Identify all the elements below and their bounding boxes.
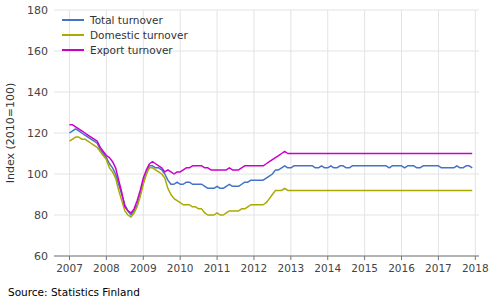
- x-tick-label: 2009: [130, 262, 157, 274]
- grid: [54, 10, 479, 256]
- x-grid-line: [475, 10, 476, 256]
- y-grid-line: [54, 133, 479, 134]
- chart: 60 80 100 120 140 160 180 2007 2008 2009 2010 2011 2…: [0, 0, 493, 304]
- legend-label: Total turnover: [89, 14, 164, 26]
- x-grid-line: [290, 10, 291, 256]
- x-tick: [401, 256, 402, 260]
- x-tick: [475, 256, 476, 260]
- series-line: [69, 129, 472, 215]
- x-tick: [253, 256, 254, 260]
- y-tick-label: 80: [34, 209, 48, 222]
- x-grid-line: [253, 10, 254, 256]
- x-grid-line: [180, 10, 181, 256]
- y-tick-label: 140: [27, 86, 48, 99]
- x-grid-line: [438, 10, 439, 256]
- series-line: [69, 137, 472, 217]
- y-grid-line: [54, 215, 479, 216]
- x-tick-label: 2008: [93, 262, 120, 274]
- x-tick: [106, 256, 107, 260]
- y-tick-label: 160: [27, 45, 48, 58]
- x-tick-label: 2011: [204, 262, 231, 274]
- legend-label: Export turnover: [90, 44, 173, 56]
- x-tick-label: 2012: [241, 262, 268, 274]
- y-grid-line: [54, 256, 479, 257]
- y-grid-line: [54, 10, 479, 11]
- x-tick: [438, 256, 439, 260]
- x-tick: [364, 256, 365, 260]
- x-tick: [327, 256, 328, 260]
- x-tick-label: 2015: [351, 262, 378, 274]
- x-tick: [143, 256, 144, 260]
- y-tick-label: 60: [34, 250, 48, 263]
- x-tick-label: 2017: [425, 262, 452, 274]
- x-tick-label: 2018: [462, 262, 489, 274]
- x-tick: [180, 256, 181, 260]
- x-tick: [217, 256, 218, 260]
- chart-container: 60 80 100 120 140 160 180 2007 2008 2009 2010 2011 2…: [0, 0, 493, 304]
- x-tick: [290, 256, 291, 260]
- x-tick-label: 2010: [167, 262, 194, 274]
- lines: [69, 125, 472, 217]
- legend-swatch: [62, 34, 84, 36]
- source-annotation: Source: Statistics Finland: [8, 286, 140, 298]
- x-grid-line: [327, 10, 328, 256]
- x-tick-label: 2016: [388, 262, 415, 274]
- x-tick-label: 2013: [277, 262, 304, 274]
- x-grid-line: [364, 10, 365, 256]
- legend-swatch: [62, 19, 84, 21]
- x-axis-line: [54, 256, 479, 257]
- legend-swatch: [62, 49, 84, 51]
- legend: Total turnover Domestic turnover Export tu…: [62, 14, 188, 56]
- series-line: [69, 125, 472, 213]
- x-tick-label: 2014: [314, 262, 341, 274]
- y-tick-label: 180: [27, 4, 48, 17]
- x-tick-label: 2007: [56, 262, 83, 274]
- x-grid-line: [401, 10, 402, 256]
- x-grid-line: [217, 10, 218, 256]
- x-tick: [69, 256, 70, 260]
- y-axis-label: Index (2010=100): [4, 83, 17, 184]
- y-grid-line: [54, 92, 479, 93]
- y-tick-label: 100: [27, 168, 48, 181]
- legend-label: Domestic turnover: [90, 29, 188, 41]
- y-tick-label: 120: [27, 127, 48, 140]
